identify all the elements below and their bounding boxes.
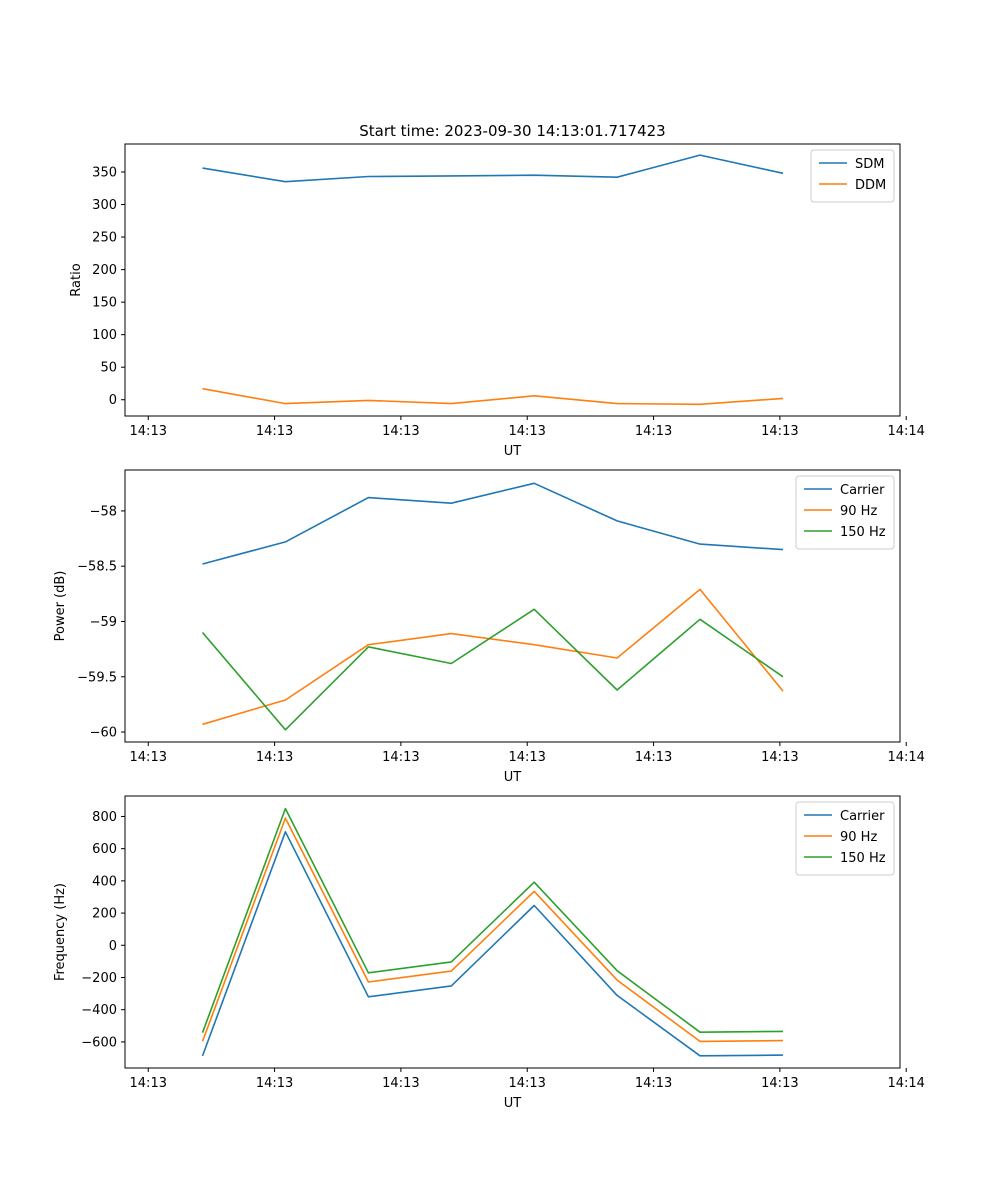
- legend-label-150-hz: 150 Hz: [840, 525, 886, 540]
- legend-label-sdm: SDM: [855, 157, 884, 172]
- x-tick-label: 14:13: [256, 1076, 293, 1091]
- legend-label-ddm: DDM: [855, 178, 886, 193]
- series-line-ddm: [202, 387, 784, 406]
- y-axis-label: Frequency (Hz): [53, 883, 68, 981]
- y-tick-label: −400: [81, 1003, 117, 1018]
- y-tick-label: −58.5: [77, 560, 117, 575]
- figure-title: Start time: 2023-09-30 14:13:01.717423: [359, 122, 665, 140]
- legend-label-carrier: Carrier: [840, 483, 885, 498]
- legend-label-carrier: Carrier: [840, 809, 885, 824]
- x-tick-label: 14:13: [635, 1076, 672, 1091]
- y-axis-label: Ratio: [69, 263, 84, 296]
- series-line-carrier: [202, 482, 784, 565]
- axes-frame: [124, 795, 901, 1069]
- series-line-150-hz: [201, 608, 784, 731]
- y-tick-label: 250: [92, 231, 117, 246]
- axes-frame: [124, 143, 901, 417]
- x-tick-label: 14:13: [382, 1076, 419, 1091]
- y-tick-label: 100: [92, 328, 117, 343]
- axes-frame: [124, 469, 901, 743]
- x-tick-label: 14:13: [508, 1076, 545, 1091]
- x-tick-label: 14:13: [761, 750, 798, 765]
- y-tick-label: 200: [92, 263, 117, 278]
- y-tick-label: −58: [90, 504, 117, 519]
- y-tick-label: −200: [81, 971, 117, 986]
- x-tick-label: 14:13: [130, 1076, 167, 1091]
- x-axis-label: UT: [504, 444, 522, 459]
- y-tick-label: 0: [109, 393, 117, 408]
- x-tick-label: 14:13: [130, 424, 167, 439]
- series-line-carrier: [201, 830, 784, 1057]
- y-tick-label: 400: [92, 874, 117, 889]
- y-tick-label: −600: [81, 1035, 117, 1050]
- y-tick-label: 600: [92, 842, 117, 857]
- x-tick-label: 14:14: [887, 1076, 924, 1091]
- y-tick-label: −59: [90, 615, 117, 630]
- y-tick-label: −59.5: [77, 670, 117, 685]
- series-line-150-hz: [201, 807, 784, 1033]
- x-tick-label: 14:13: [635, 424, 672, 439]
- x-tick-label: 14:13: [761, 1076, 798, 1091]
- series-line-sdm: [202, 154, 784, 183]
- x-tick-label: 14:13: [256, 750, 293, 765]
- y-tick-label: 0: [109, 939, 117, 954]
- x-axis-label: UT: [504, 1096, 522, 1111]
- legend-label-90-hz: 90 Hz: [840, 830, 877, 845]
- x-tick-label: 14:13: [382, 750, 419, 765]
- y-axis-label: Power (dB): [53, 571, 68, 642]
- x-tick-label: 14:14: [887, 750, 924, 765]
- x-tick-label: 14:13: [761, 424, 798, 439]
- x-tick-label: 14:13: [382, 424, 419, 439]
- y-tick-label: 50: [100, 361, 117, 376]
- y-tick-label: −60: [90, 726, 117, 741]
- series-line-90-hz: [201, 817, 784, 1043]
- x-axis-label: UT: [504, 770, 522, 785]
- x-tick-label: 14:13: [256, 424, 293, 439]
- x-tick-label: 14:13: [508, 424, 545, 439]
- x-tick-label: 14:14: [887, 424, 924, 439]
- y-tick-label: 150: [92, 296, 117, 311]
- y-tick-label: 800: [92, 810, 117, 825]
- series-line-90-hz: [202, 588, 784, 726]
- x-tick-label: 14:13: [130, 750, 167, 765]
- legend-label-150-hz: 150 Hz: [840, 851, 886, 866]
- x-tick-label: 14:13: [508, 750, 545, 765]
- y-tick-label: 350: [92, 165, 117, 180]
- x-tick-label: 14:13: [635, 750, 672, 765]
- y-tick-label: 200: [92, 907, 117, 922]
- y-tick-label: 300: [92, 198, 117, 213]
- legend-label-90-hz: 90 Hz: [840, 504, 877, 519]
